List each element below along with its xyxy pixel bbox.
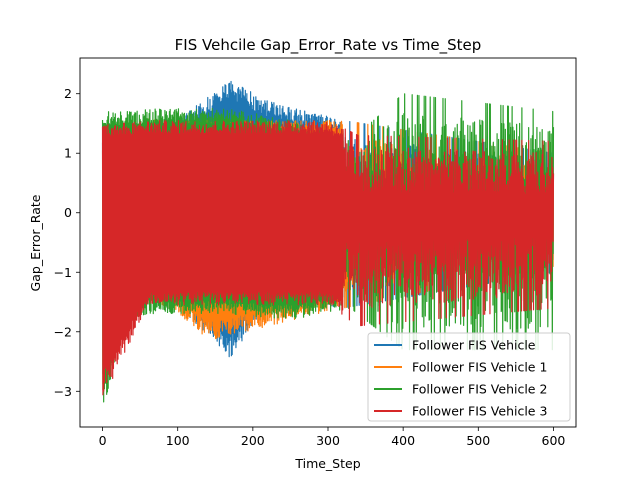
y-tick-label: −2 (54, 324, 72, 339)
x-tick-label: 300 (316, 433, 340, 448)
legend-label: Follower FIS Vehicle (412, 338, 536, 353)
series-layer (101, 80, 555, 403)
x-tick-label: 100 (166, 433, 190, 448)
x-axis: 0 100 200 300 400 500 600 (99, 427, 566, 448)
x-tick-label: 0 (99, 433, 107, 448)
series-line-4 (101, 119, 555, 396)
y-axis-label: Gap_Error_Rate (28, 194, 43, 291)
y-tick-label: 2 (64, 86, 72, 101)
y-axis: −3 −2 −1 0 1 2 (54, 86, 80, 399)
chart-title: FIS Vehcile Gap_Error_Rate vs Time_Step (175, 36, 482, 55)
x-axis-label: Time_Step (294, 456, 360, 471)
legend-label: Follower FIS Vehicle 2 (412, 382, 547, 397)
y-tick-label: −3 (54, 384, 72, 399)
legend-label: Follower FIS Vehicle 3 (412, 404, 547, 419)
x-tick-label: 200 (241, 433, 265, 448)
legend: Follower FIS Vehicle Follower FIS Vehicle… (367, 332, 571, 422)
y-tick-label: 1 (64, 146, 72, 161)
legend-label: Follower FIS Vehicle 1 (412, 360, 547, 375)
x-tick-label: 600 (542, 433, 566, 448)
x-tick-label: 400 (391, 433, 415, 448)
x-tick-label: 500 (466, 433, 490, 448)
y-tick-label: 0 (64, 205, 72, 220)
legend-box (367, 332, 571, 422)
y-tick-label: −1 (54, 265, 72, 280)
